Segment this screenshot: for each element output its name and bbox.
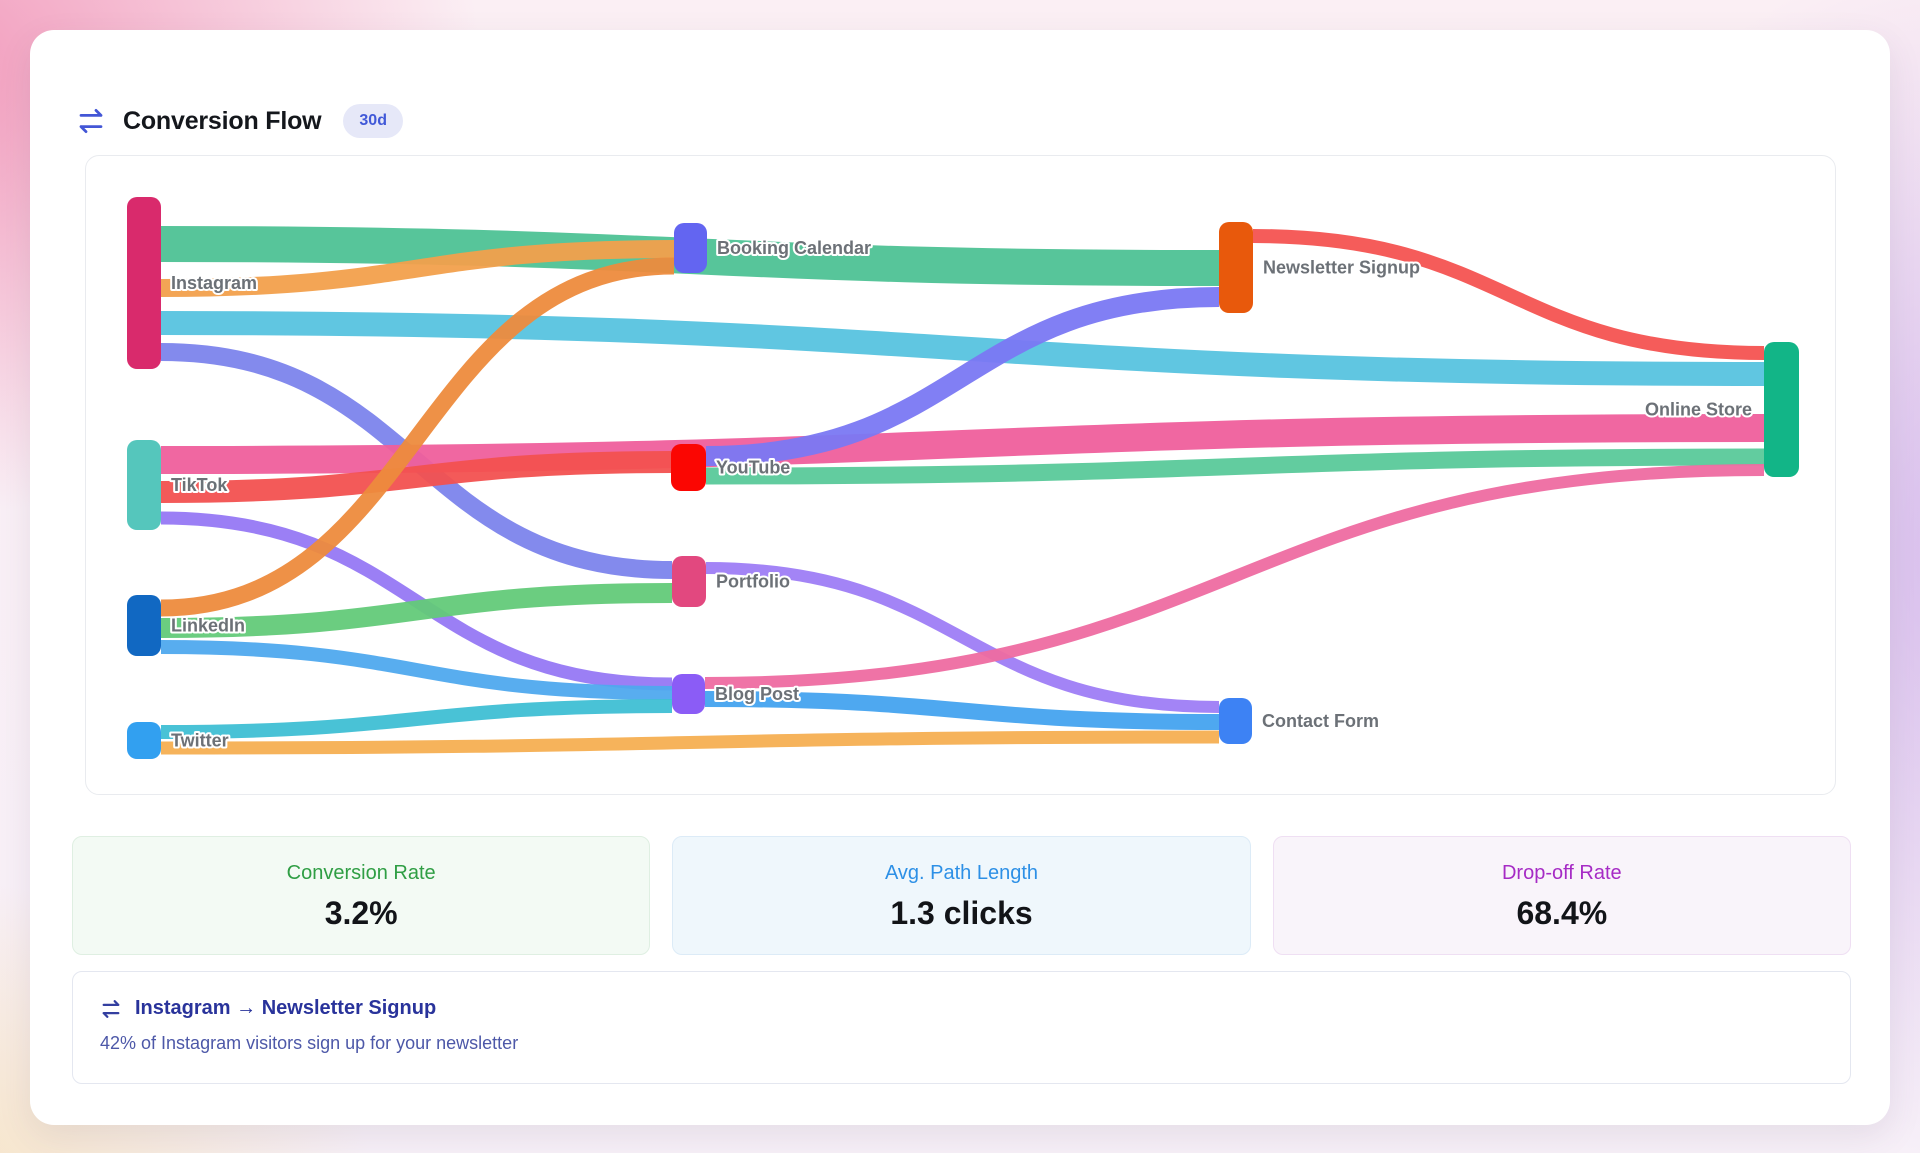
sankey-node-instagram[interactable] bbox=[127, 197, 161, 369]
sankey-label-tiktok: TikTok bbox=[171, 475, 228, 495]
sankey-link-blogpost-contact[interactable] bbox=[704, 691, 1220, 730]
sankey-svg: Instagram TikTok LinkedIn Twitter Booking Ca… bbox=[127, 197, 1799, 759]
stat-value: 68.4% bbox=[1516, 895, 1608, 931]
sankey-node-online[interactable] bbox=[1764, 342, 1799, 477]
insight-panel: Instagram → Newsletter Signup 42% of Ins… bbox=[72, 971, 1851, 1084]
sankey-node-twitter[interactable] bbox=[127, 722, 161, 759]
sankey-link-youtube-newsletter[interactable] bbox=[705, 287, 1220, 466]
sankey-link-portfolio-contact[interactable] bbox=[705, 562, 1220, 713]
period-badge[interactable]: 30d bbox=[343, 104, 403, 138]
sankey-label-booking: Booking Calendar bbox=[717, 238, 871, 258]
insight-title: Instagram → Newsletter Signup bbox=[135, 997, 437, 1019]
sankey-label-twitter: Twitter bbox=[171, 731, 229, 751]
sankey-node-blogpost[interactable] bbox=[672, 674, 705, 714]
stat-label: Conversion Rate bbox=[286, 862, 436, 884]
sankey-link-linkedin-portfolio[interactable] bbox=[160, 583, 673, 638]
sankey-label-online: Online Store bbox=[1645, 400, 1752, 420]
sankey-chart-panel: Instagram TikTok LinkedIn Twitter Booking Ca… bbox=[85, 155, 1836, 795]
sankey-node-youtube[interactable] bbox=[671, 444, 706, 491]
stat-card-drop-off-rate: Drop-off Rate 68.4% bbox=[1272, 836, 1851, 955]
sankey-node-tiktok[interactable] bbox=[127, 440, 161, 530]
sankey-label-contact: Contact Form bbox=[1262, 711, 1379, 731]
sankey-link-tiktok-online[interactable] bbox=[160, 414, 1765, 474]
stat-card-avg-path-length: Avg. Path Length 1.3 clicks bbox=[672, 836, 1251, 955]
sankey-link-linkedin-blogpost[interactable] bbox=[160, 640, 673, 700]
sankey-label-portfolio: Portfolio bbox=[716, 572, 790, 592]
sankey-link-instagram-online[interactable] bbox=[160, 311, 1765, 386]
swap-arrows-icon bbox=[76, 106, 106, 136]
dashboard-card: Conversion Flow 30d Instagram TikTok Linke… bbox=[30, 30, 1890, 1125]
sankey-label-newsletter: Newsletter Signup bbox=[1263, 258, 1420, 278]
sankey-link-newsletter-online[interactable] bbox=[1252, 229, 1765, 360]
stat-value: 1.3 clicks bbox=[890, 895, 1033, 931]
sankey-link-twitter-blogpost[interactable] bbox=[160, 699, 673, 739]
sankey-link-youtube-online[interactable] bbox=[705, 448, 1765, 485]
stat-label: Drop-off Rate bbox=[1501, 862, 1622, 884]
sankey-label-linkedin: LinkedIn bbox=[171, 616, 245, 636]
sankey-link-blogpost-online[interactable] bbox=[704, 464, 1765, 689]
sankey-node-booking[interactable] bbox=[674, 223, 707, 273]
sankey-label-youtube: YouTube bbox=[716, 458, 790, 478]
sankey-label-blogpost: Blog Post bbox=[715, 684, 799, 704]
stat-value: 3.2% bbox=[324, 895, 398, 931]
sankey-link-twitter-contact[interactable] bbox=[160, 730, 1220, 755]
sankey-node-linkedin[interactable] bbox=[127, 595, 161, 656]
swap-arrows-icon bbox=[100, 998, 122, 1020]
sankey-node-portfolio[interactable] bbox=[672, 556, 706, 607]
sankey-link-tiktok-youtube[interactable] bbox=[160, 451, 672, 503]
stats-row: Conversion Rate 3.2% Avg. Path Length 1.… bbox=[72, 836, 1851, 955]
sankey-label-instagram: Instagram bbox=[171, 273, 257, 293]
stat-label: Avg. Path Length bbox=[884, 862, 1039, 884]
insight-description: 42% of Instagram visitors sign up for yo… bbox=[100, 1033, 519, 1053]
header: Conversion Flow 30d bbox=[76, 100, 403, 142]
page-title: Conversion Flow bbox=[123, 106, 322, 135]
stat-card-conversion-rate: Conversion Rate 3.2% bbox=[72, 836, 651, 955]
sankey-link-instagram-booking[interactable] bbox=[160, 240, 675, 297]
sankey-node-contact[interactable] bbox=[1219, 698, 1252, 744]
sankey-link-linkedin-booking[interactable] bbox=[160, 257, 675, 617]
sankey-node-newsletter[interactable] bbox=[1219, 222, 1253, 313]
